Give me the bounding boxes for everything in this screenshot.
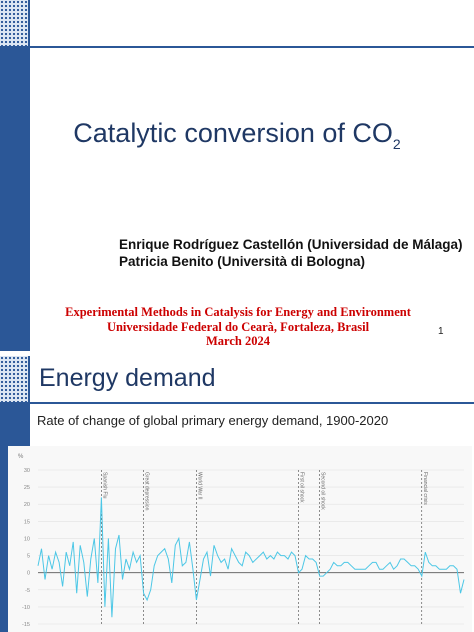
dotted-pattern-top xyxy=(0,0,28,46)
author-line-2: Patricia Benito (Università di Bologna) xyxy=(119,254,366,269)
event-label: Second oil shock xyxy=(320,472,326,510)
y-tick-label: -5 xyxy=(25,588,30,594)
y-tick-label: 0 xyxy=(27,571,30,577)
y-tick-label: 25 xyxy=(24,485,30,491)
y-tick-label: 15 xyxy=(24,519,30,525)
dotted-pattern-slide2 xyxy=(0,356,28,402)
event-label: Financial crisis xyxy=(422,472,428,505)
event-label: First oil shock xyxy=(299,472,305,503)
slide-title: Catalytic conversion of CO2 xyxy=(73,118,401,152)
slide2-title: Energy demand xyxy=(39,364,216,392)
header-rule xyxy=(28,46,474,48)
authors-block: Enrique Rodríguez Castellón (Universidad… xyxy=(119,236,463,270)
y-axis-label: % xyxy=(18,454,24,460)
chart-caption: Rate of change of global primary energy … xyxy=(37,413,389,428)
course-info: Experimental Methods in Catalysis for En… xyxy=(28,305,448,349)
y-tick-label: 5 xyxy=(27,554,30,560)
y-tick-label: -15 xyxy=(22,622,30,628)
title-subscript: 2 xyxy=(392,136,401,152)
y-tick-label: -10 xyxy=(22,605,30,611)
chart-svg: % 30 25 20 15 10 5 0 -5 -10 -15 Spanish Flu Great de… xyxy=(18,454,465,628)
energy-demand-chart: % 30 25 20 15 10 5 0 -5 -10 -15 Spanish Flu Great de… xyxy=(8,446,472,632)
event-label: Spanish Flu xyxy=(101,472,107,499)
event-label: World War II xyxy=(196,472,202,500)
course-location: Universidade Federal do Cearà, Fortaleza… xyxy=(106,319,370,334)
y-tick-label: 10 xyxy=(24,536,30,542)
left-rule xyxy=(28,0,30,351)
left-accent-bar xyxy=(0,46,28,351)
course-name: Experimental Methods in Catalysis for En… xyxy=(65,305,411,319)
y-tick-label: 30 xyxy=(24,468,30,474)
event-label: Great depression xyxy=(144,472,150,511)
page-number: 1 xyxy=(438,326,444,337)
header-rule-slide2 xyxy=(28,402,474,404)
energy-demand-series-line xyxy=(37,497,465,618)
y-tick-label: 20 xyxy=(24,502,30,508)
course-date: March 2024 xyxy=(206,334,270,348)
author-line-1: Enrique Rodríguez Castellón (Universidad… xyxy=(119,237,463,252)
